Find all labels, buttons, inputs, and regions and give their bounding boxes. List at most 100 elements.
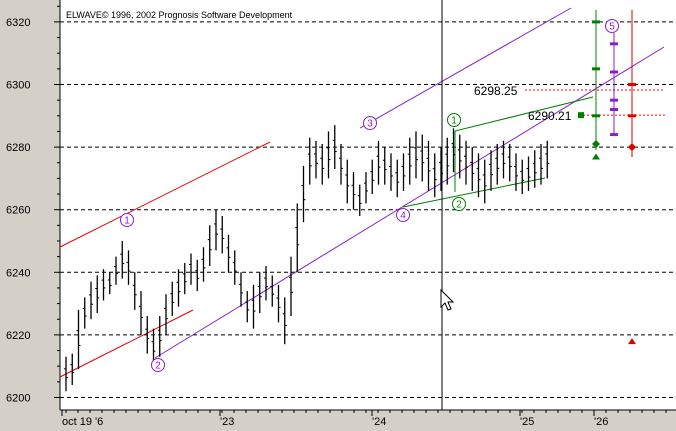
- green-square-marker: [578, 112, 584, 119]
- price-bar: [351, 172, 356, 210]
- price-bar: [289, 256, 293, 317]
- projection-tick: [610, 42, 618, 46]
- price-bar: [145, 316, 150, 354]
- price-bar: [295, 203, 300, 273]
- price-bar: [214, 209, 218, 251]
- y-tick-label: 6300: [6, 80, 30, 92]
- wave-label-text: 3: [367, 119, 373, 130]
- projection-tick: [610, 108, 618, 112]
- price-bar: [101, 269, 106, 301]
- projection-tick: [610, 98, 618, 102]
- projection-tick: [592, 67, 600, 71]
- y-axis-panel: [0, 0, 60, 431]
- projection-diamond: [592, 139, 600, 148]
- price-bar: [207, 225, 212, 267]
- price-bar: [245, 291, 250, 323]
- price-bar: [239, 272, 243, 307]
- price-bar: [276, 284, 281, 323]
- wave-label-green-2: 2: [452, 197, 466, 211]
- wave-label-text: 5: [609, 22, 615, 33]
- wave-label-circle: [452, 197, 466, 211]
- price-bar: [364, 172, 368, 204]
- wave-label-circle: [363, 116, 377, 130]
- price-bar: [64, 356, 68, 392]
- price-bar: [470, 147, 475, 191]
- projection-marks: [592, 10, 636, 345]
- price-bar: [332, 125, 337, 170]
- wave-label-text: 1: [451, 116, 457, 127]
- price-bar: [114, 256, 118, 285]
- wave-label-purple-1: 1: [120, 213, 134, 227]
- price-bar: [357, 184, 362, 216]
- wave-label-text: 4: [400, 211, 406, 222]
- projection-diamond: [628, 143, 636, 152]
- price-bar: [195, 259, 200, 292]
- price-bar: [382, 147, 387, 185]
- mouse-pointer-icon: [440, 288, 455, 311]
- price-bar: [345, 159, 350, 204]
- price-bar: [251, 284, 256, 329]
- price-bar: [82, 297, 87, 329]
- price-bar: [476, 153, 481, 198]
- wave-label-green-1: 1: [447, 113, 461, 127]
- price-bar: [370, 159, 375, 195]
- wave-label-purple-3: 3: [363, 116, 377, 130]
- price-bar: [326, 131, 331, 179]
- price-bar: [232, 250, 237, 285]
- price-bar: [520, 159, 525, 195]
- wave-label-purple-4: 4: [396, 208, 410, 222]
- y-tick-label: 6220: [6, 330, 30, 342]
- wave-label-purple-5: 5: [605, 19, 619, 33]
- price-bar: [164, 294, 168, 335]
- price-bar: [282, 297, 287, 345]
- price-bar: [389, 153, 393, 191]
- price-bar: [451, 128, 456, 173]
- price-bar: [170, 281, 175, 317]
- price-bar: [182, 262, 187, 295]
- price-bar: [426, 140, 431, 191]
- price-bar: [457, 134, 462, 179]
- green-triangle-lower: [402, 177, 546, 208]
- price-bar: [545, 140, 550, 179]
- wave-label-purple-2: 2: [151, 358, 165, 372]
- x-tick-label: oct 19 '6: [62, 416, 103, 428]
- price-bar: [395, 159, 400, 198]
- price-bar: [526, 156, 531, 191]
- price-bar: [95, 275, 100, 313]
- price-bar: [139, 291, 143, 335]
- price-bar: [420, 134, 425, 182]
- price-bar: [120, 240, 125, 279]
- x-tick-label: '24: [372, 416, 386, 428]
- purple-channel-upper: [359, 7, 572, 129]
- projection-triangle: [592, 153, 600, 160]
- price-bar: [264, 266, 268, 301]
- projection-triangle: [628, 338, 636, 345]
- price-bar: [414, 131, 418, 179]
- y-tick-label: 6260: [6, 205, 30, 217]
- price-bar: [482, 159, 487, 204]
- level-label-6290: 6290.21: [528, 109, 572, 123]
- price-bar: [314, 140, 318, 179]
- x-tick-label: '25: [520, 416, 534, 428]
- price-bar: [76, 309, 81, 370]
- price-bar: [432, 153, 437, 198]
- channel-lines: [59, 7, 665, 378]
- y-tick-label: 6240: [6, 267, 30, 279]
- price-bar: [495, 143, 500, 185]
- price-bar: [270, 275, 275, 307]
- red-channel-lower: [59, 309, 194, 378]
- wave-label-text: 1: [124, 216, 130, 227]
- y-tick-labels: 6200 6220 6240 6260 6280 6300 6320: [6, 5, 60, 404]
- projection-tick: [592, 114, 600, 118]
- wave-label-circle: [447, 113, 461, 127]
- x-tick-label: '26: [594, 416, 608, 428]
- projection-tick: [628, 114, 636, 118]
- x-axis-panel: [60, 410, 676, 431]
- projection-tick: [592, 20, 600, 24]
- price-bar: [507, 143, 512, 182]
- green-triangle-upper: [454, 96, 594, 132]
- price-bar: [376, 140, 381, 185]
- price-bar: [132, 272, 137, 310]
